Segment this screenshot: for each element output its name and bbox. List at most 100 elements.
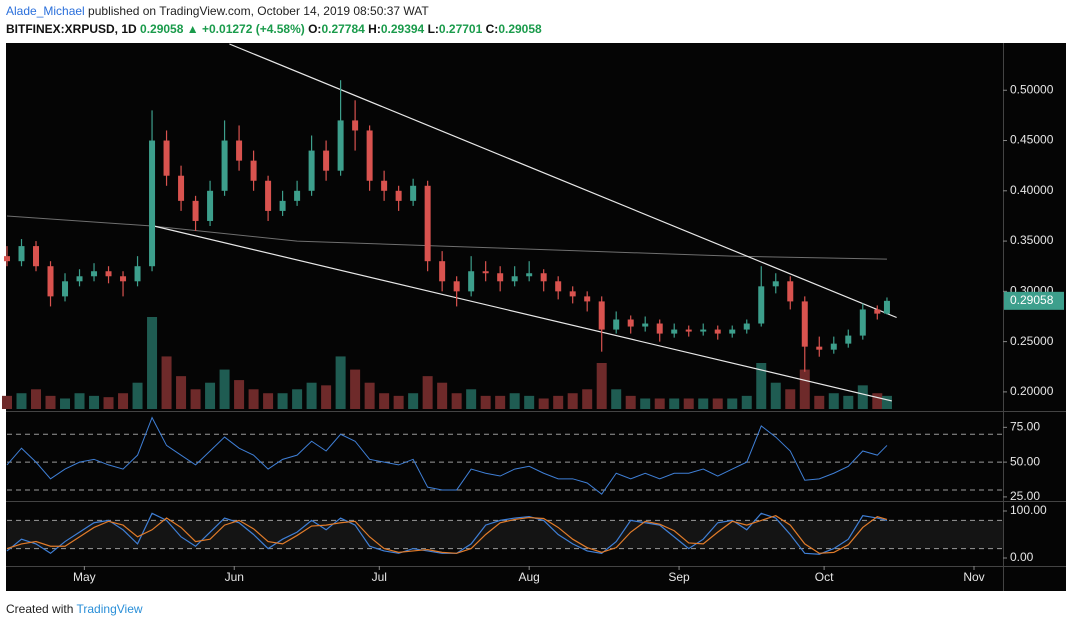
volume-bar <box>31 389 42 409</box>
candle-body <box>439 261 446 282</box>
y-tick-label: 50.00 <box>1010 454 1040 468</box>
publisher[interactable]: Alade_Michael <box>6 4 85 18</box>
candle-body <box>192 200 199 221</box>
volume-bar <box>422 376 433 409</box>
candle-body <box>294 190 301 201</box>
trendline <box>149 224 892 402</box>
footer: Created with TradingView <box>6 602 143 616</box>
volume-bar <box>219 369 230 409</box>
y-tick-label: 0.30000 <box>1010 284 1054 298</box>
candle-body <box>859 309 866 336</box>
x-tick-label: Aug <box>518 570 539 584</box>
candle-body <box>453 281 460 292</box>
y-tick-label: 0.35000 <box>1010 233 1054 247</box>
volume-bar <box>611 389 622 409</box>
y-tick-label: 0.00 <box>1010 550 1034 564</box>
candle-body <box>76 276 83 282</box>
candle-body <box>700 329 707 332</box>
candle-body <box>33 246 40 267</box>
volume-bar <box>872 393 883 409</box>
volume-bar <box>828 393 839 409</box>
candle-body <box>149 140 156 267</box>
candle-body <box>671 329 678 334</box>
ohlc-value: 0.29394 <box>380 22 425 36</box>
volume-bar <box>60 398 71 409</box>
stoch-band-fill <box>7 520 1003 549</box>
candle-body <box>874 309 881 314</box>
volume-bar <box>495 395 506 409</box>
volume-bar <box>205 382 216 409</box>
volume-bar <box>190 389 201 409</box>
volume-bar <box>379 393 390 409</box>
candle-body <box>830 343 837 350</box>
volume-bar <box>132 382 143 409</box>
y-tick-label: 25.00 <box>1010 489 1040 503</box>
volume-bar <box>103 397 114 409</box>
y-tick-label: 0.40000 <box>1010 183 1054 197</box>
volume-bar <box>741 395 752 409</box>
y-tick-label: 0.25000 <box>1010 334 1054 348</box>
volume-bar <box>74 393 85 409</box>
volume-bar <box>509 393 520 409</box>
volume-bar <box>881 395 892 409</box>
volume-bar <box>393 395 404 409</box>
rsi-line <box>6 416 888 495</box>
volume-bar <box>161 356 172 409</box>
volume-bar <box>118 393 129 409</box>
candle-body <box>555 281 562 292</box>
candle-body <box>207 190 214 221</box>
volume-bar <box>16 393 27 409</box>
volume-bar <box>89 395 100 409</box>
volume-bar <box>451 393 462 409</box>
volume-bar <box>176 376 187 409</box>
volume-bar <box>335 356 346 409</box>
candle-body <box>120 276 127 282</box>
volume-bar <box>683 398 694 409</box>
volume-bar <box>466 389 477 409</box>
footer-text: Created with <box>6 602 74 616</box>
candle-body <box>279 200 286 211</box>
last-price: 0.29058 <box>140 22 184 36</box>
x-tick-label: Oct <box>815 570 834 584</box>
candle-body <box>497 273 504 282</box>
ohlc-label: C: <box>485 22 499 36</box>
candle-body <box>221 140 228 191</box>
symbol: BITFINEX:XRPUSD, 1D <box>6 22 137 36</box>
y-tick-label: 0.20000 <box>1010 384 1054 398</box>
volume-bar <box>538 398 549 409</box>
volume-bar <box>640 398 651 409</box>
volume-bar <box>553 395 564 409</box>
candle-body <box>526 273 533 277</box>
volume-bar <box>2 395 12 409</box>
candle-body <box>352 120 359 131</box>
candle-body <box>323 150 330 171</box>
y-tick-label: 75.00 <box>1010 420 1040 434</box>
volume-bar <box>843 395 854 409</box>
footer-brand[interactable]: TradingView <box>76 602 143 616</box>
ohlc-label: L: <box>427 22 439 36</box>
candle-body <box>482 271 489 274</box>
volume-bar <box>234 380 245 409</box>
volume-bar <box>263 393 274 409</box>
ohlc-value: 0.27701 <box>438 22 483 36</box>
last-price-tag <box>1004 291 1064 310</box>
candle-body <box>337 120 344 171</box>
ohlc-value: 0.27784 <box>321 22 365 36</box>
candle-body <box>163 140 170 176</box>
y-tick-label: 100.00 <box>1010 503 1047 517</box>
volume-bar <box>480 395 491 409</box>
candle-body <box>758 286 765 324</box>
candle-body <box>178 175 185 201</box>
candle-body <box>511 276 518 282</box>
volume-bar <box>814 395 825 409</box>
x-tick-label: Jul <box>372 570 387 584</box>
volume-bar <box>408 393 419 409</box>
candle-body <box>642 323 649 327</box>
candle-body <box>91 271 98 277</box>
candle-body <box>845 335 852 344</box>
candle-body <box>772 281 779 287</box>
volume-bar <box>727 398 738 409</box>
volume-bar <box>524 395 535 409</box>
candle-body <box>627 319 634 327</box>
candle-body <box>62 281 69 297</box>
